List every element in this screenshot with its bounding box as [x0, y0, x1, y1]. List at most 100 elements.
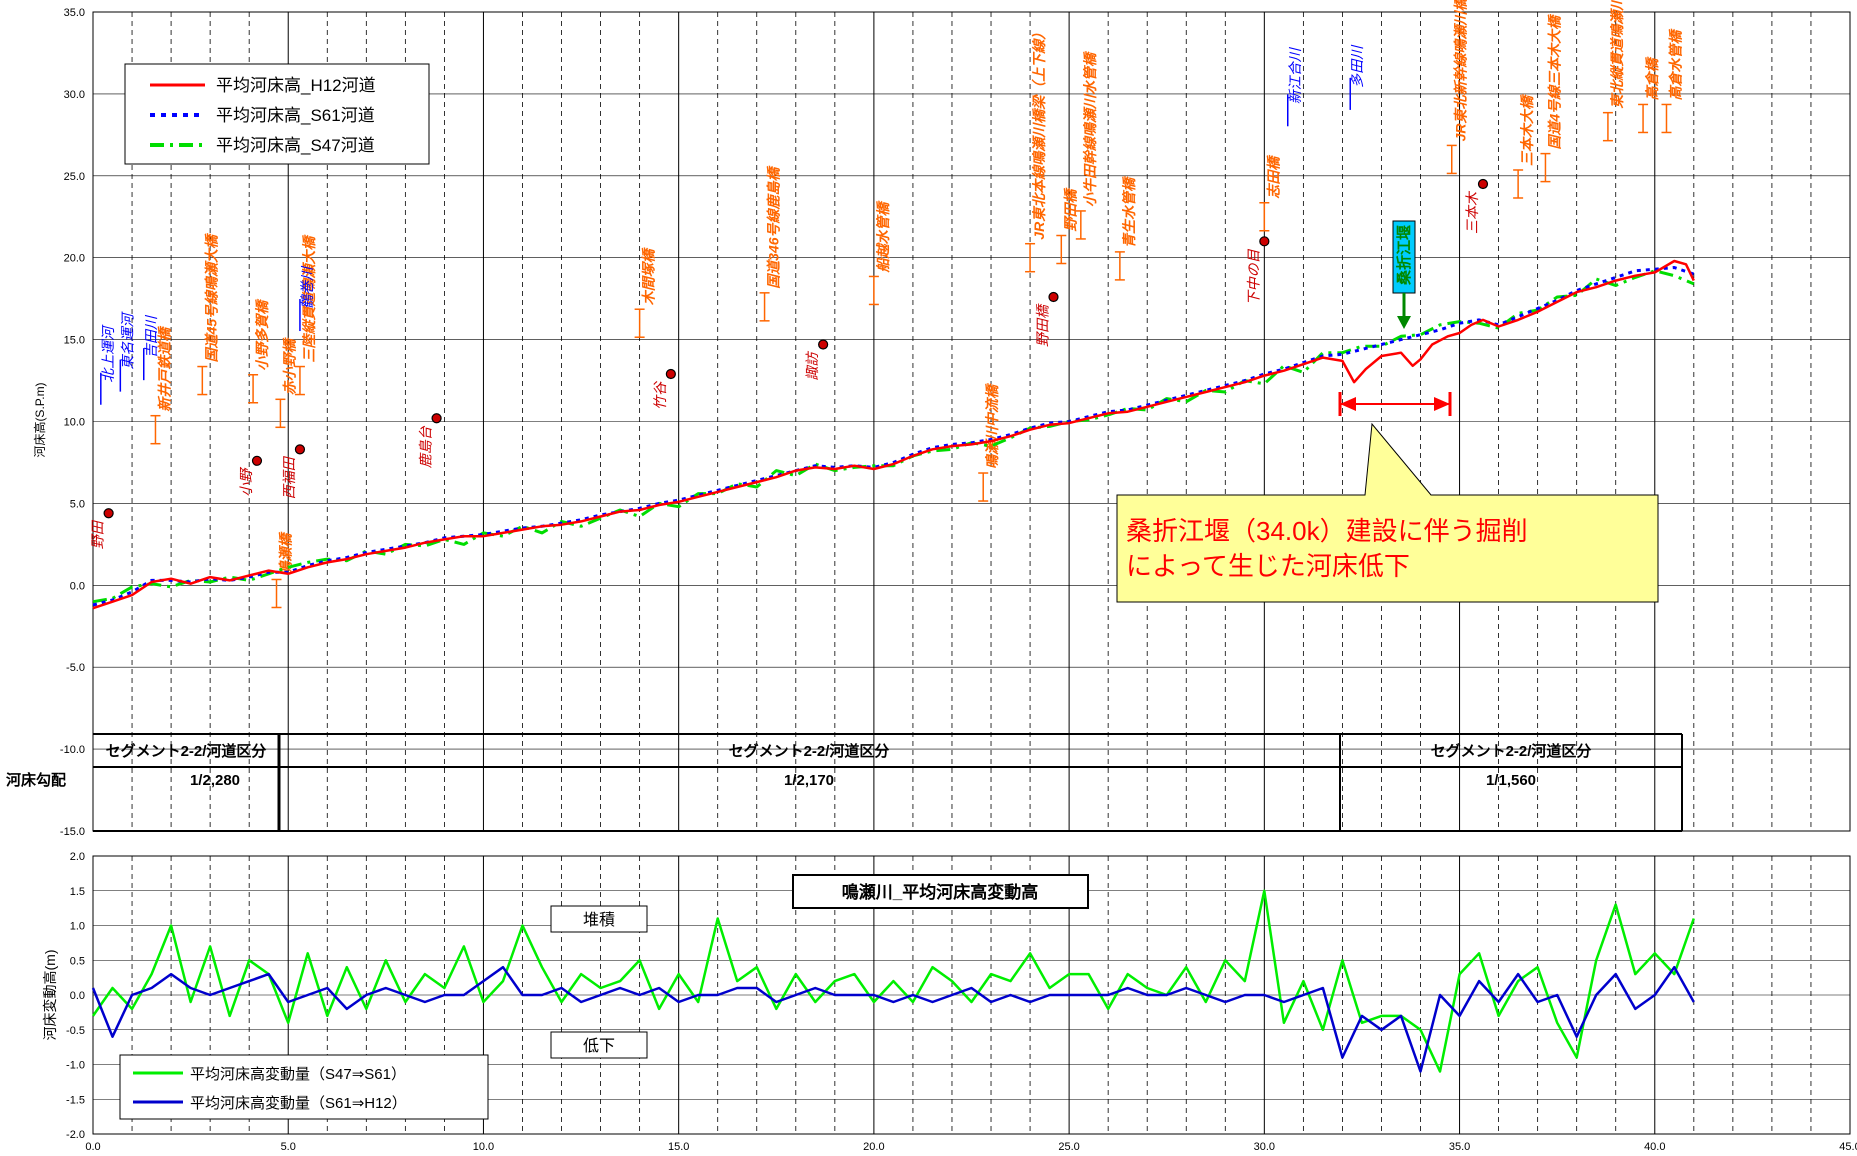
- top-y-tick-label: 0.0: [70, 580, 85, 592]
- tributary-label: 鶴巻川: [299, 265, 315, 309]
- deposit-box: 堆積: [550, 905, 648, 933]
- bottom-y-tick-label: 0.0: [70, 990, 85, 1002]
- bottom-title-box: 鳴瀬川_平均河床高変動高: [792, 874, 1089, 909]
- bridge-label: 鳴瀬川中流橋: [984, 383, 1000, 469]
- landmark-label: 小野: [238, 466, 254, 497]
- top-y-tick-label: 15.0: [64, 335, 85, 347]
- bridge-label: 木間塚橋: [641, 247, 657, 305]
- bottom-x-tick-label: 10.0: [473, 1141, 494, 1153]
- bridge-label: 志田橋: [1265, 155, 1281, 199]
- top-series-line-1: [92, 266, 1695, 607]
- top-y-tick-label: 20.0: [64, 253, 85, 265]
- landmark-label: 西福田: [281, 455, 297, 499]
- tributary-label: 東名運河: [119, 311, 135, 370]
- top-y-tick-labels: 35.0 30.0 25.0 20.0 15.0 10.0 5.0 0.0 -5.0 -10.0 -…: [60, 7, 85, 838]
- bottom-series-lines: [91, 889, 1695, 1073]
- bed-change-chart: 2.0 1.5 1.0 0.5 0.0 -0.5 -1.0 -1.5 -2.0 0.0 5.0 10…: [42, 851, 1857, 1153]
- bottom-x-tick-label: 5.0: [281, 1141, 296, 1153]
- segment-3-name: セグメント2-2/河道区分: [1431, 742, 1592, 760]
- top-legend: 平均河床高_H12河道 平均河床高_S61河道 平均河床高_S47河道: [124, 63, 430, 165]
- landmark-label: 鹿島台: [418, 425, 434, 468]
- bottom-legend: 平均河床高変動量（S47⇒S61） 平均河床高変動量（S61⇒H12）: [119, 1054, 489, 1120]
- landmark-dot: [1477, 178, 1489, 190]
- bridge-label: 高倉橋: [1644, 56, 1660, 100]
- bridge-label: 国道346号線鹿島橋: [766, 165, 782, 288]
- legend-h12: 平均河床高_H12河道: [216, 76, 376, 95]
- decline-box: 低下: [550, 1031, 648, 1059]
- bridge-label: 高倉水管橋: [1667, 28, 1683, 100]
- legend-s61-h12: 平均河床高変動量（S61⇒H12）: [190, 1095, 407, 1112]
- segment-table: 河床勾配 セグメント2-2/河道区分 1/2,280 セグメント2-2/河道区分…: [6, 733, 1683, 832]
- tributary-label: 北上運河: [100, 324, 116, 383]
- bridge-label: 野田橋: [1062, 188, 1078, 232]
- decline-label: 低下: [583, 1037, 615, 1055]
- top-y-axis-label: 河床高(S.P.m): [32, 382, 47, 457]
- callout: 桑折江堰（34.0k）建設に伴う掘削 によって生じた河床低下: [1116, 392, 1659, 603]
- landmark-dot: [251, 455, 263, 466]
- top-series-line-2: [92, 269, 1695, 604]
- landmark-label: 竹谷: [652, 380, 668, 410]
- top-y-tick-label: -5.0: [66, 662, 85, 674]
- segment-1-slope: 1/2,280: [190, 772, 240, 789]
- bottom-y-tick-label: -0.5: [66, 1025, 85, 1037]
- landmark-label: 野田橋: [1034, 303, 1050, 347]
- bridge-label: 小牛田幹線鳴瀬川水管橋: [1082, 51, 1098, 207]
- top-y-tick-label: 35.0: [64, 7, 85, 19]
- bottom-x-tick-label: 0.0: [85, 1141, 100, 1153]
- tributary-label: 吉田川: [143, 314, 159, 358]
- segment-2-name: セグメント2-2/河道区分: [729, 742, 890, 760]
- bottom-x-tick-label: 15.0: [668, 1141, 689, 1153]
- bridge-label: 鳴瀬橋: [278, 531, 294, 575]
- landmark-label: 下中の目: [1245, 248, 1261, 305]
- top-y-tick-label: -15.0: [60, 826, 85, 838]
- legend-s47: 平均河床高_S47河道: [216, 136, 375, 155]
- bridge-label: 船越水管橋: [875, 200, 891, 273]
- bridge-label: 三陸縦貫道鳴瀬大橋: [301, 235, 317, 363]
- legend-s61: 平均河床高_S61河道: [216, 106, 375, 125]
- landmark-dot: [431, 413, 442, 424]
- landmark-dot: [1259, 236, 1270, 247]
- top-y-tick-label: 5.0: [70, 498, 85, 510]
- bridge-label: 小野多賀橋: [254, 299, 270, 371]
- bottom-y-tick-label: 0.5: [70, 955, 85, 967]
- bridge-label: 国道4号線三本木大橋: [1546, 14, 1562, 150]
- bridge-label: JR東北本線鳴瀬川橋梁（上下線）: [1031, 26, 1047, 240]
- legend-s47-s61: 平均河床高変動量（S47⇒S61）: [190, 1066, 406, 1083]
- bottom-y-axis-label: 河床変動高(m): [42, 950, 58, 1041]
- landmark-dot: [1048, 291, 1059, 303]
- weir-label: 桑折江堰: [1395, 225, 1413, 285]
- tributary-label: 新江合川: [1287, 46, 1303, 104]
- bridge-label: JR東北新幹線鳴瀬川橋梁: [1453, 0, 1469, 141]
- bridge-label: 三本木大橋: [1519, 94, 1535, 166]
- bottom-x-tick-label: 25.0: [1058, 1141, 1079, 1153]
- weir-marker: 桑折江堰: [1392, 220, 1416, 329]
- landmark-dot: [665, 368, 676, 380]
- bottom-title: 鳴瀬川_平均河床高変動高: [842, 882, 1038, 902]
- bottom-y-tick-label: 1.5: [70, 886, 85, 898]
- deposit-label: 堆積: [583, 911, 615, 929]
- bottom-y-tick-label: 2.0: [70, 851, 85, 863]
- bridge-label: 赤小野橋: [281, 337, 297, 395]
- callout-text: 桑折江堰（34.0k）建設に伴う掘削 によって生じた河床低下: [1126, 516, 1535, 581]
- bottom-y-tick-label: 1.0: [70, 921, 85, 933]
- top-y-tick-label: 30.0: [64, 89, 85, 101]
- top-y-tick-label: -10.0: [60, 744, 85, 756]
- landmark-dot: [818, 339, 829, 350]
- landmark-label: 三本木: [1464, 190, 1480, 234]
- bottom-y-tick-label: -2.0: [66, 1129, 85, 1141]
- bottom-x-tick-label: 20.0: [863, 1141, 884, 1153]
- segment-3-slope: 1/1,560: [1486, 772, 1536, 789]
- segment-1-name: セグメント2-2/河道区分: [106, 742, 267, 760]
- bottom-y-tick-label: -1.5: [66, 1094, 85, 1106]
- bottom-x-tick-label: 35.0: [1449, 1141, 1470, 1153]
- top-series-lines: [92, 259, 1695, 610]
- bottom-x-tick-labels: 0.0 5.0 10.0 15.0 20.0 25.0 30.0 35.0 40.0 45.0: [85, 1141, 1857, 1153]
- bottom-y-tick-labels: 2.0 1.5 1.0 0.5 0.0 -0.5 -1.0 -1.5 -2.0: [66, 851, 85, 1141]
- bottom-x-tick-label: 45.0: [1839, 1141, 1857, 1153]
- top-y-tick-label: 25.0: [64, 171, 85, 183]
- top-y-tick-label: 10.0: [64, 417, 85, 429]
- bridge-label: 新井戸鉄道橋: [156, 326, 172, 412]
